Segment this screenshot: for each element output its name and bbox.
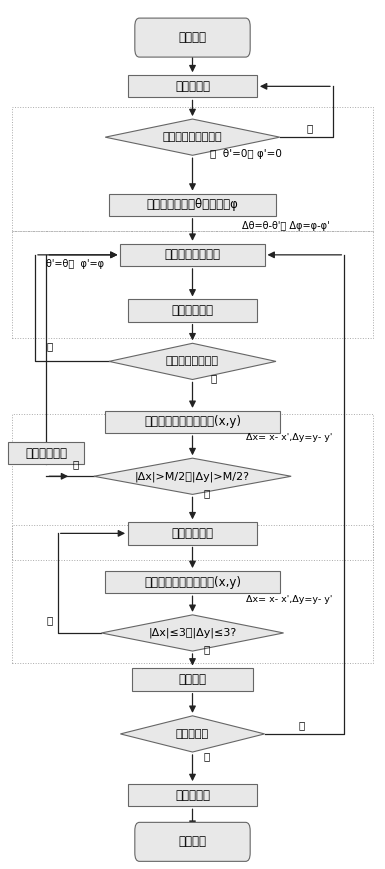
FancyBboxPatch shape — [135, 822, 250, 861]
Text: 是否有太阳光斑？: 是否有太阳光斑？ — [166, 356, 219, 367]
Text: 回初始位置: 回初始位置 — [175, 789, 210, 802]
Text: 否: 否 — [306, 123, 313, 133]
Text: 是: 是 — [211, 373, 217, 383]
Text: Δx= x- x',Δy=y- y': Δx= x- x',Δy=y- y' — [246, 434, 332, 442]
Polygon shape — [94, 458, 291, 494]
Polygon shape — [105, 119, 280, 156]
Text: 是: 是 — [204, 645, 210, 654]
Bar — [109, 194, 276, 216]
Text: 电机运转对着太阳: 电机运转对着太阳 — [164, 249, 221, 262]
Text: 是: 是 — [73, 460, 79, 469]
Text: |Δx|≤3且|Δy|≤3?: |Δx|≤3且|Δy|≤3? — [148, 627, 237, 638]
Text: θ'=θ，  φ'=φ: θ'=θ， φ'=φ — [47, 259, 105, 269]
Text: 计算太阳高度角θ、方位角φ: 计算太阳高度角θ、方位角φ — [147, 198, 238, 211]
Text: 跟准太阳: 跟准太阳 — [179, 673, 206, 687]
Bar — [12, 414, 373, 560]
Polygon shape — [121, 716, 264, 752]
Text: Δx= x- x',Δy=y- y': Δx= x- x',Δy=y- y' — [246, 595, 332, 604]
Text: 否: 否 — [47, 615, 53, 626]
Text: 是否找到初始位置？: 是否找到初始位置？ — [163, 132, 222, 143]
Text: 退出跟踪: 退出跟踪 — [179, 835, 206, 848]
Text: 启动跟踪: 启动跟踪 — [179, 31, 206, 44]
Bar — [121, 243, 264, 266]
Bar — [132, 668, 253, 691]
Bar — [12, 525, 373, 663]
Bar — [128, 784, 257, 806]
Text: 是  θ'=0， φ'=0: 是 θ'=0， φ'=0 — [209, 149, 281, 159]
Text: |Δx|>M/2或|Δy|>M/2?: |Δx|>M/2或|Δy|>M/2? — [135, 471, 250, 481]
Text: Δθ=θ-θ'， Δφ=φ-φ': Δθ=θ-θ'， Δφ=φ-φ' — [242, 221, 330, 230]
Bar — [12, 107, 373, 231]
Polygon shape — [109, 343, 276, 380]
Text: 维续跟踪？: 维续跟踪？ — [176, 729, 209, 739]
Bar — [8, 442, 84, 464]
FancyBboxPatch shape — [135, 18, 250, 57]
Text: 计算太阳光斑中心坐标(x,y): 计算太阳光斑中心坐标(x,y) — [144, 415, 241, 428]
Bar — [128, 76, 257, 97]
Text: 否: 否 — [204, 488, 210, 498]
Text: 是: 是 — [299, 720, 305, 730]
Text: 否: 否 — [204, 751, 210, 761]
Bar — [105, 411, 280, 433]
Text: 采集太阳图像: 采集太阳图像 — [171, 304, 214, 317]
Bar — [12, 231, 373, 338]
Text: 电机快速运转: 电机快速运转 — [25, 447, 67, 460]
Text: 否: 否 — [47, 341, 53, 351]
Bar — [128, 522, 257, 545]
Text: 电机精细运转: 电机精细运转 — [171, 527, 214, 540]
Bar — [105, 571, 280, 594]
Bar — [128, 300, 257, 322]
Text: 计算太阳光斑中心坐标(x,y): 计算太阳光斑中心坐标(x,y) — [144, 575, 241, 588]
Text: 找初始位置: 找初始位置 — [175, 80, 210, 93]
Polygon shape — [101, 615, 284, 651]
